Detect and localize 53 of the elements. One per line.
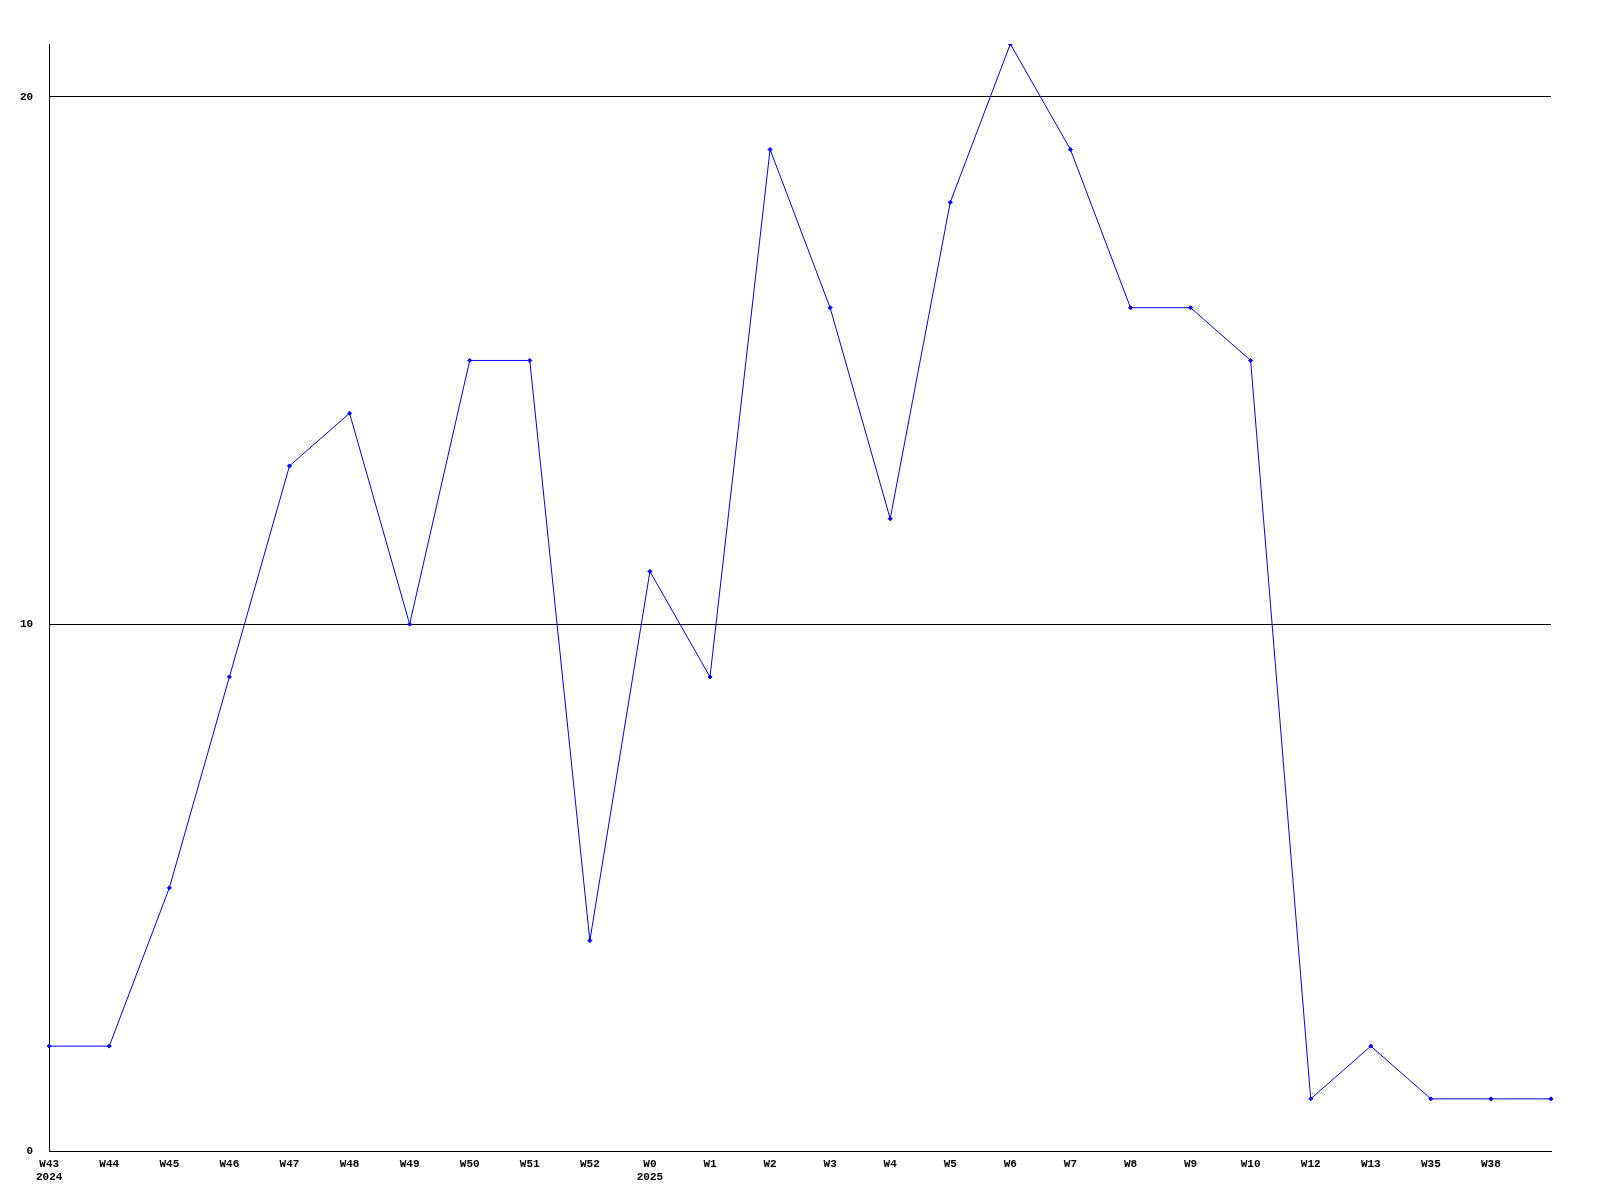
- x-tick-label: W44: [99, 1157, 120, 1170]
- x-tick-label: W5: [943, 1157, 958, 1170]
- x-tick-label: W38: [1481, 1157, 1502, 1170]
- x-tick-label: W4: [883, 1157, 898, 1170]
- x-tick-label: W1: [703, 1157, 717, 1170]
- x-tick-label: W52: [579, 1157, 600, 1170]
- x-tick-label: W10: [1240, 1157, 1261, 1170]
- x-tick-label: W2: [763, 1157, 777, 1170]
- x-tick-label: W12: [1300, 1157, 1321, 1170]
- x-tick-label: W45: [159, 1157, 180, 1170]
- point: [827, 305, 833, 311]
- y-tick-label: 0: [26, 1145, 34, 1158]
- x-tick-label: W49: [399, 1157, 420, 1170]
- point: [1248, 357, 1254, 363]
- point: [1428, 1096, 1434, 1102]
- x-tick-label: W0 2025: [636, 1157, 664, 1184]
- point: [407, 621, 413, 627]
- point: [1488, 1096, 1494, 1102]
- point: [106, 1043, 112, 1049]
- x-tick-label: W48: [339, 1157, 360, 1170]
- point: [1548, 1096, 1554, 1102]
- x-tick-label: W13: [1360, 1157, 1382, 1170]
- point: [647, 568, 653, 574]
- point: [947, 199, 953, 205]
- x-tick-label: W35: [1420, 1157, 1442, 1170]
- x-tick-label: W6: [1003, 1157, 1017, 1170]
- x-tick-label: W50: [459, 1157, 480, 1170]
- x-tick-label: W3: [823, 1157, 838, 1170]
- point: [587, 938, 593, 944]
- point: [347, 410, 353, 416]
- x-tick-label: W43 2024: [36, 1157, 63, 1184]
- x-tick-label: W46: [219, 1157, 240, 1170]
- y-tick-label: 10: [20, 617, 34, 630]
- x-tick-label: W8: [1123, 1157, 1138, 1170]
- x-tick-label: W9: [1183, 1157, 1198, 1170]
- point: [467, 357, 473, 363]
- point: [1368, 1043, 1374, 1049]
- x-tick-label: W51: [519, 1157, 541, 1170]
- x-tick-label: W7: [1063, 1157, 1078, 1170]
- point: [1067, 146, 1073, 152]
- point: [1188, 305, 1194, 311]
- point: [887, 516, 893, 522]
- point: [46, 1043, 52, 1049]
- point: [166, 885, 172, 891]
- point: [1128, 305, 1133, 311]
- x-tick-label: W47: [279, 1157, 300, 1170]
- point: [226, 674, 232, 680]
- point: [707, 674, 713, 680]
- point: [527, 357, 533, 363]
- point: [767, 146, 773, 152]
- y-tick-label: 20: [20, 90, 34, 103]
- point: [1308, 1096, 1314, 1102]
- point: [286, 463, 292, 469]
